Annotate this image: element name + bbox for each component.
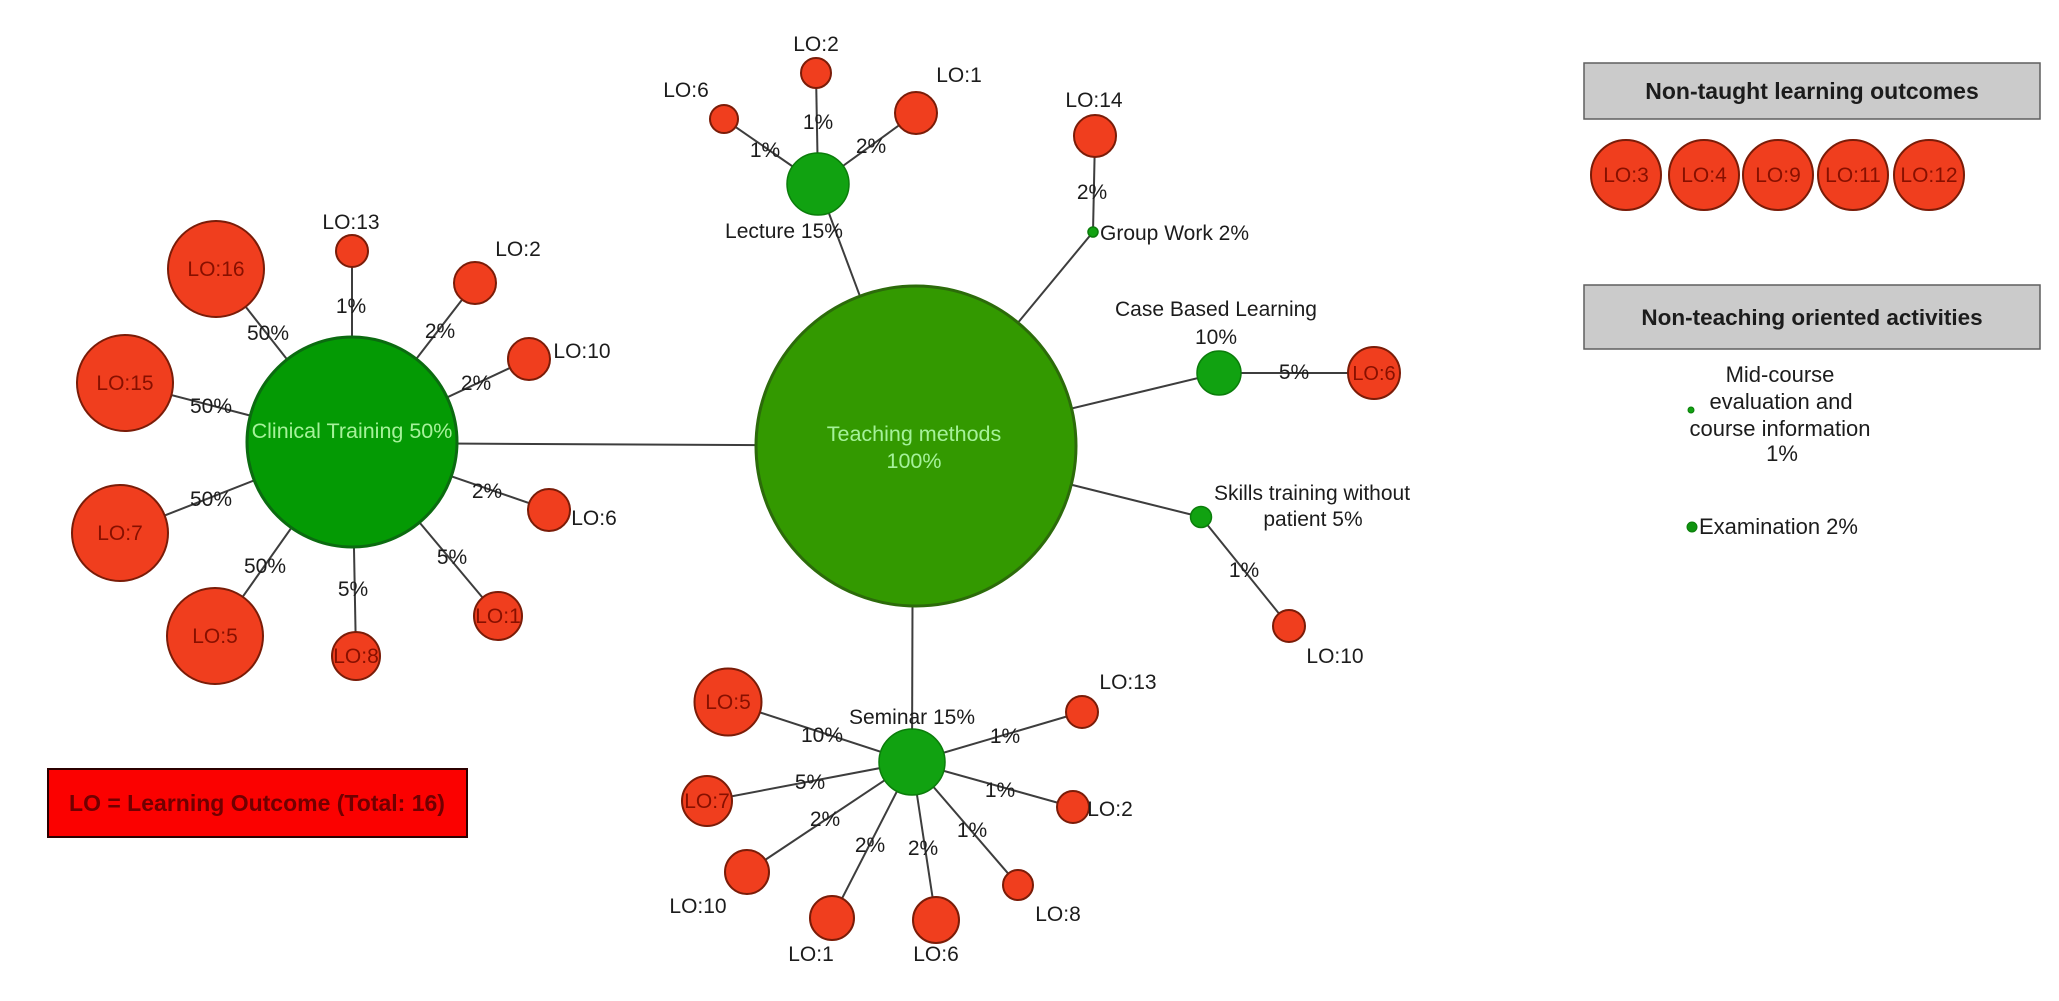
svg-text:Teaching methods: Teaching methods	[827, 422, 1002, 446]
svg-text:LO:13: LO:13	[322, 211, 379, 234]
svg-text:50%: 50%	[244, 555, 286, 578]
svg-text:1%: 1%	[750, 139, 780, 162]
svg-text:evaluation and: evaluation and	[1709, 389, 1852, 414]
svg-text:LO:9: LO:9	[1755, 164, 1801, 187]
svg-text:Mid-course: Mid-course	[1726, 362, 1835, 387]
svg-text:LO:4: LO:4	[1681, 164, 1727, 187]
svg-text:1%: 1%	[336, 295, 366, 318]
svg-text:Clinical Training 50%: Clinical Training 50%	[252, 419, 453, 443]
svg-text:1%: 1%	[985, 779, 1015, 802]
svg-text:Group Work 2%: Group Work 2%	[1100, 222, 1249, 245]
svg-text:5%: 5%	[795, 771, 825, 794]
svg-text:LO:14: LO:14	[1065, 89, 1123, 112]
svg-text:LO:16: LO:16	[187, 258, 244, 281]
svg-text:LO:6: LO:6	[1352, 363, 1395, 385]
svg-text:LO:13: LO:13	[1099, 671, 1156, 694]
svg-text:Lecture 15%: Lecture 15%	[725, 220, 843, 243]
svg-text:LO:5: LO:5	[705, 691, 751, 714]
svg-text:50%: 50%	[247, 322, 289, 345]
svg-text:1%: 1%	[990, 725, 1020, 748]
svg-text:Non-teaching oriented activiti: Non-teaching oriented activities	[1641, 305, 1982, 330]
svg-text:LO:2: LO:2	[793, 33, 839, 56]
svg-text:LO:2: LO:2	[495, 238, 541, 261]
svg-text:LO:6: LO:6	[571, 507, 617, 530]
svg-text:LO:11: LO:11	[1825, 164, 1881, 187]
svg-text:2%: 2%	[472, 480, 502, 503]
svg-text:1%: 1%	[1766, 441, 1798, 466]
svg-text:LO:1: LO:1	[475, 605, 521, 628]
svg-text:10%: 10%	[801, 724, 843, 747]
svg-text:LO:7: LO:7	[684, 790, 730, 813]
svg-text:2%: 2%	[1077, 181, 1107, 204]
svg-text:LO:8: LO:8	[333, 645, 379, 668]
svg-text:2%: 2%	[461, 372, 491, 395]
svg-text:LO:7: LO:7	[97, 522, 143, 545]
svg-text:2%: 2%	[908, 837, 938, 860]
svg-text:LO:1: LO:1	[936, 64, 982, 87]
svg-text:LO:10: LO:10	[1306, 645, 1363, 668]
svg-text:Non-taught learning outcomes: Non-taught learning outcomes	[1645, 78, 1979, 104]
svg-text:50%: 50%	[190, 395, 232, 418]
svg-text:LO:6: LO:6	[663, 79, 709, 102]
svg-text:LO:2: LO:2	[1087, 798, 1133, 821]
svg-text:patient 5%: patient 5%	[1263, 508, 1362, 531]
svg-text:course information: course information	[1690, 416, 1871, 441]
svg-text:5%: 5%	[338, 578, 368, 601]
svg-text:LO = Learning Outcome (Total:: LO = Learning Outcome (Total: 16)	[69, 790, 445, 816]
svg-text:LO:12: LO:12	[1900, 164, 1957, 187]
svg-text:10%: 10%	[1195, 326, 1237, 349]
svg-text:Examination 2%: Examination 2%	[1699, 514, 1858, 539]
svg-text:LO:8: LO:8	[1035, 903, 1081, 926]
svg-text:5%: 5%	[437, 546, 467, 569]
svg-text:LO:1: LO:1	[788, 943, 834, 966]
svg-text:50%: 50%	[190, 488, 232, 511]
svg-text:1%: 1%	[1229, 559, 1259, 582]
svg-text:5%: 5%	[1279, 361, 1309, 384]
svg-text:LO:10: LO:10	[669, 895, 726, 918]
svg-text:2%: 2%	[855, 834, 885, 857]
svg-text:2%: 2%	[856, 135, 886, 158]
svg-text:LO:5: LO:5	[192, 625, 238, 648]
svg-text:LO:6: LO:6	[913, 943, 959, 966]
svg-text:2%: 2%	[810, 808, 840, 831]
svg-text:Seminar 15%: Seminar 15%	[849, 706, 975, 729]
svg-text:LO:10: LO:10	[553, 340, 610, 363]
svg-text:1%: 1%	[803, 111, 833, 134]
svg-text:1%: 1%	[957, 819, 987, 842]
svg-text:2%: 2%	[425, 320, 455, 343]
svg-text:Case Based Learning: Case Based Learning	[1115, 298, 1317, 321]
svg-text:LO:15: LO:15	[96, 372, 153, 395]
svg-text:Skills training without: Skills training without	[1214, 482, 1410, 505]
svg-text:100%: 100%	[887, 449, 942, 473]
svg-text:LO:3: LO:3	[1603, 164, 1649, 187]
